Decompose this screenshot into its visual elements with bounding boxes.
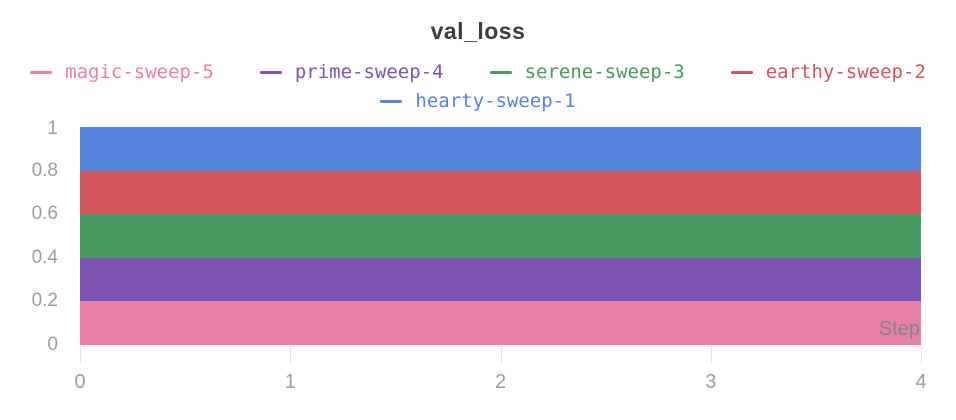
x-tick-mark <box>500 347 502 364</box>
legend-line-swatch <box>730 70 753 74</box>
stacked-area-bands <box>80 127 921 345</box>
area-band-earthy-sweep-2 <box>80 170 921 215</box>
y-axis: 1 0.8 0.6 0.4 0.2 0 <box>0 118 58 355</box>
legend-item-hearty-sweep-1[interactable]: hearty-sweep-1 <box>380 88 576 114</box>
area-band-magic-sweep-5 <box>80 301 921 345</box>
area-band-serene-sweep-3 <box>80 214 921 258</box>
legend-line-swatch <box>380 99 403 103</box>
x-tick-mark <box>921 347 922 364</box>
area-band-prime-sweep-4 <box>80 257 921 302</box>
x-tick-label: 3 <box>705 371 717 393</box>
x-axis: 0 1 2 3 4 <box>74 345 927 405</box>
legend-label: hearty-sweep-1 <box>415 90 576 112</box>
x-tick-label: 1 <box>284 371 296 393</box>
legend-item-prime-sweep-4[interactable]: prime-sweep-4 <box>259 59 444 85</box>
x-tick-label: 0 <box>74 371 86 393</box>
x-tick-mark <box>290 347 292 364</box>
legend-line-swatch <box>259 70 282 74</box>
legend-line-swatch <box>30 70 53 74</box>
y-tick-label: 1 <box>47 118 58 140</box>
legend-label: magic-sweep-5 <box>65 61 214 83</box>
area-band-hearty-sweep-1 <box>80 127 921 171</box>
legend-label: prime-sweep-4 <box>294 61 444 83</box>
y-tick-label: 0.6 <box>31 203 58 225</box>
chart-legend: magic-sweep-5 prime-sweep-4 serene-sweep… <box>0 59 956 114</box>
legend-label: serene-sweep-3 <box>524 61 685 83</box>
x-axis-title: Step <box>878 318 920 340</box>
x-tick-label: 2 <box>494 371 507 393</box>
legend-item-magic-sweep-5[interactable]: magic-sweep-5 <box>30 59 214 85</box>
y-tick-label: 0 <box>47 334 58 355</box>
legend-line-swatch <box>489 70 512 74</box>
y-tick-label: 0.4 <box>31 246 58 268</box>
plot-area[interactable] <box>80 127 921 345</box>
y-tick-label: 0.2 <box>31 290 58 312</box>
y-tick-label: 0.8 <box>31 159 58 181</box>
axis-baseline <box>80 346 921 347</box>
x-tick-mark <box>710 347 712 364</box>
x-tick-mark <box>80 347 81 364</box>
legend-item-earthy-sweep-2[interactable]: earthy-sweep-2 <box>730 59 926 85</box>
legend-label: earthy-sweep-2 <box>765 61 926 83</box>
x-tick-label: 4 <box>915 371 927 393</box>
legend-item-serene-sweep-3[interactable]: serene-sweep-3 <box>489 59 685 85</box>
chart-title: val_loss <box>430 18 526 44</box>
